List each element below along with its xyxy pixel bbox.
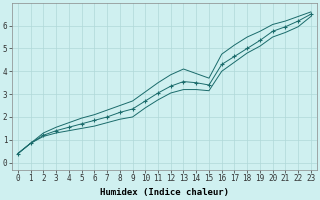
X-axis label: Humidex (Indice chaleur): Humidex (Indice chaleur) [100,188,229,197]
